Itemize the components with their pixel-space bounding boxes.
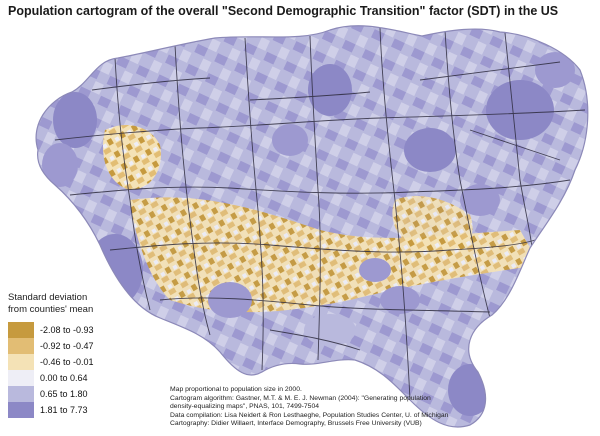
legend-label: -2.08 to -0.93 (40, 325, 94, 335)
legend-label: 1.81 to 7.73 (40, 405, 88, 415)
map-title: Population cartogram of the overall "Sec… (8, 4, 559, 18)
note-line: Cartogram algorithm: Gastner, M.T. & M. … (170, 394, 431, 402)
legend-swatch (8, 338, 34, 354)
source-notes: Map proportional to population size in 2… (170, 386, 590, 429)
legend-label: -0.46 to -0.01 (40, 357, 94, 367)
legend-item: -0.46 to -0.01 (8, 354, 128, 370)
legend-item: 0.65 to 1.80 (8, 386, 128, 402)
legend-label: 0.65 to 1.80 (40, 389, 88, 399)
legend-title-line: Standard deviation (8, 292, 88, 303)
legend-title-line: from counties' mean (8, 304, 94, 315)
legend-swatch (8, 402, 34, 418)
note-line: Cartography: Didier Willaert, Interface … (170, 420, 422, 428)
legend-swatch (8, 354, 34, 370)
legend-swatch (8, 386, 34, 402)
legend-swatch (8, 322, 34, 338)
legend-swatch (8, 370, 34, 386)
note-line: Data compilation: Lisa Neidert & Ron Les… (170, 411, 449, 419)
legend-label: -0.92 to -0.47 (40, 341, 94, 351)
note-line: Map proportional to population size in 2… (170, 386, 302, 393)
legend-title: Standard deviation from counties' mean (8, 292, 128, 316)
note-line: density-equalizing maps", PNAS, 101, 749… (170, 403, 320, 411)
legend: Standard deviation from counties' mean -… (8, 292, 128, 418)
legend-item: -2.08 to -0.93 (8, 322, 128, 338)
legend-label: 0.00 to 0.64 (40, 373, 88, 383)
legend-item: 1.81 to 7.73 (8, 402, 128, 418)
legend-item: -0.92 to -0.47 (8, 338, 128, 354)
legend-item: 0.00 to 0.64 (8, 370, 128, 386)
